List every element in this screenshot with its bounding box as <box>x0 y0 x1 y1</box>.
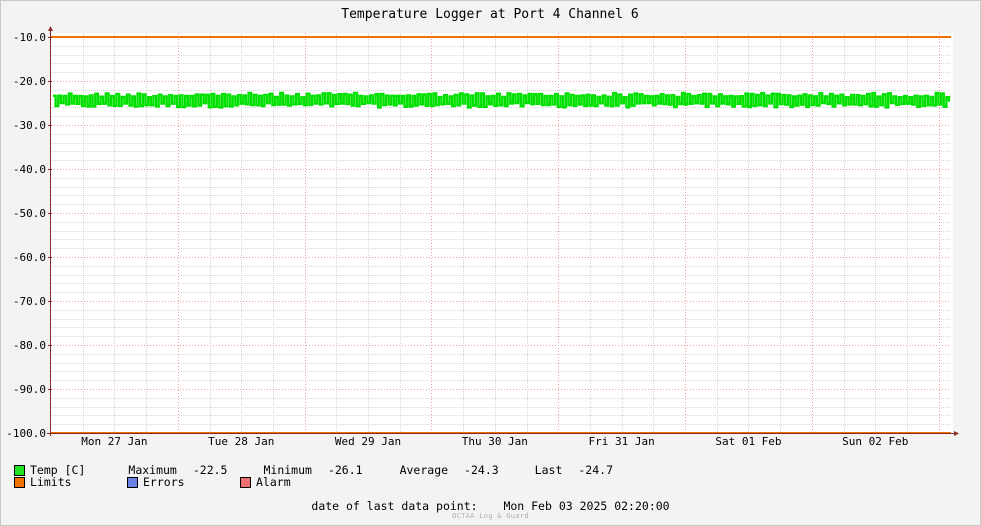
y-tick-label: -70.0 <box>13 295 46 308</box>
legend-limits-label: Limits <box>30 475 72 489</box>
stat-avg-label: Average <box>399 463 449 477</box>
y-axis-arrow <box>48 26 53 31</box>
last-data-point: date of last data point: Mon Feb 03 2025… <box>0 499 981 513</box>
temp-series-line <box>53 91 951 109</box>
plot-background <box>51 33 953 433</box>
credit-watermark: OCTAA Log & Guard <box>452 512 529 520</box>
legend-temp-label: Temp [C] <box>30 463 86 477</box>
stat-min-label: Minimum <box>263 463 312 477</box>
errors-swatch <box>127 476 138 488</box>
legend-row-1: Temp [C] Maximum -22.5 Minimum -26.1 Ave… <box>14 463 613 477</box>
stat-max-label: Maximum <box>128 463 177 477</box>
x-tick-label: Thu 30 Jan <box>462 435 528 448</box>
y-tick-label: -40.0 <box>13 163 46 176</box>
alarm-swatch <box>240 476 251 488</box>
legend-alarm-label: Alarm <box>256 475 291 489</box>
x-tick-label: Tue 28 Jan <box>208 435 274 448</box>
y-tick-label: -80.0 <box>13 339 46 352</box>
x-axis-arrow <box>954 431 959 436</box>
y-tick-label: -90.0 <box>13 383 46 396</box>
y-tick-label: -10.0 <box>13 31 46 44</box>
y-tick-label: -30.0 <box>13 119 46 132</box>
temp-swatch <box>14 464 25 476</box>
x-tick-label: Sun 02 Feb <box>842 435 908 448</box>
y-tick-label: -60.0 <box>13 251 46 264</box>
stat-avg-value: -24.3 <box>464 463 499 477</box>
limits-swatch <box>14 476 25 488</box>
x-tick-label: Mon 27 Jan <box>81 435 147 448</box>
stat-last-value: -24.7 <box>578 463 613 477</box>
last-point-label: date of last data point: <box>311 499 478 513</box>
x-tick-label: Fri 31 Jan <box>589 435 655 448</box>
y-tick-label: -50.0 <box>13 207 46 220</box>
legend-temp: Temp [C] <box>14 463 85 477</box>
legend-alarm: Alarm <box>240 475 291 489</box>
legend-limits: Limits <box>14 475 127 489</box>
plot-area: -10.0 -20.0 -30.0 -40.0 -50.0 -60.0 -70.0 -80.0… <box>6 26 959 448</box>
x-tick-label: Sat 01 Feb <box>715 435 781 448</box>
stat-max-value: -22.5 <box>192 463 228 477</box>
temperature-chart: Temperature Logger at Port 4 Channel 6 -… <box>6 7 959 448</box>
stat-last-label: Last <box>534 463 563 477</box>
stat-min-value: -26.1 <box>327 463 363 477</box>
legend-errors: Errors <box>127 475 240 489</box>
legend-errors-label: Errors <box>143 475 185 489</box>
y-tick-label: -20.0 <box>13 75 46 88</box>
last-point-value: Mon Feb 03 2025 02:20:00 <box>503 499 670 513</box>
chart-title: Temperature Logger at Port 4 Channel 6 <box>341 7 638 22</box>
x-tick-label: Wed 29 Jan <box>335 435 401 448</box>
legend-row-2: Limits Errors Alarm <box>14 475 291 489</box>
y-tick-label: -100.0 <box>6 427 46 440</box>
